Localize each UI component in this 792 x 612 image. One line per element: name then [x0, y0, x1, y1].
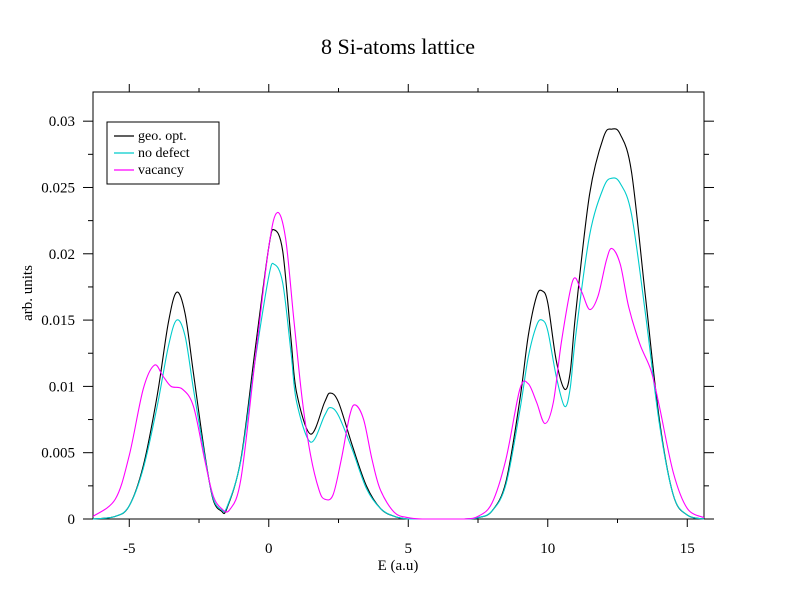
y-tick-label: 0.015 — [41, 313, 75, 329]
series-line-no-defect — [92, 177, 705, 520]
y-tick-label: 0.025 — [41, 180, 75, 196]
plot-frame — [92, 91, 705, 520]
y-tick-label: 0.005 — [41, 446, 75, 462]
x-axis-label: E (a.u) — [378, 558, 419, 574]
series-layer — [92, 128, 705, 520]
y-tick-label: 0.02 — [49, 247, 75, 263]
legend: geo. opt. no defect vacancy — [106, 121, 220, 185]
axis-ticks — [83, 84, 714, 527]
x-tick-label: 0 — [265, 541, 273, 557]
legend-label: vacancy — [138, 163, 184, 178]
legend-label: no defect — [138, 146, 190, 161]
x-tick-label: 10 — [540, 541, 555, 557]
y-tick-label: 0.03 — [49, 114, 75, 130]
x-tick-label: 5 — [405, 541, 413, 557]
y-tick-label: 0.01 — [49, 379, 75, 395]
series-line-vacancy — [92, 212, 705, 520]
y-tick-label: 0 — [68, 512, 76, 528]
series-line-geo-opt- — [92, 128, 705, 520]
x-tick-label: 15 — [680, 541, 695, 557]
y-axis-label: arb. units — [20, 265, 36, 321]
legend-label: geo. opt. — [138, 129, 187, 144]
x-tick-label: -5 — [123, 541, 136, 557]
tick-labels: -5 0 5 10 15 0 0.005 0.01 0.015 0.02 0.025 0.03 — [41, 114, 695, 557]
chart-title: 8 Si-atoms lattice — [321, 34, 475, 59]
